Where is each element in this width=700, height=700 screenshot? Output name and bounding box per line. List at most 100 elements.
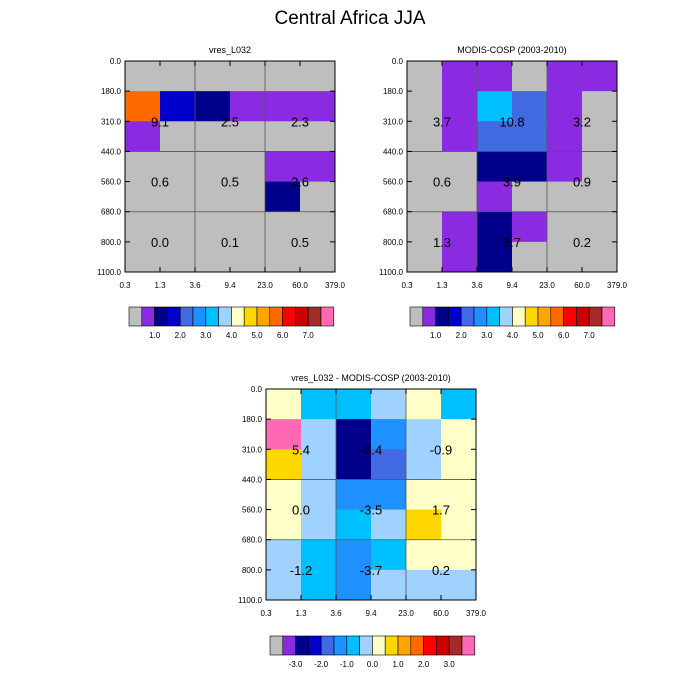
colorbar-label: -3.0	[289, 660, 303, 669]
x-tick-label: 379.0	[466, 609, 487, 618]
heatmap-cell	[266, 509, 302, 541]
colorbar-swatch	[410, 635, 424, 656]
y-tick-label: 800.0	[242, 566, 263, 575]
heatmap-cell	[406, 419, 442, 450]
heatmap-cell	[477, 211, 513, 243]
colorbar-label: 3.0	[200, 331, 212, 340]
x-tick-label: 60.0	[433, 609, 449, 618]
region-value-label: 0.1	[221, 235, 239, 250]
colorbar-swatch	[448, 635, 463, 656]
colorbar-swatch	[397, 635, 412, 656]
heatmap-cell	[407, 61, 443, 92]
colorbar-label: 4.0	[507, 331, 519, 340]
heatmap-cell	[195, 211, 231, 243]
heatmap-cell	[301, 449, 337, 480]
heatmap-cell	[371, 569, 407, 601]
y-tick-label: 440.0	[101, 147, 122, 156]
region-value-label: 10.8	[499, 114, 524, 129]
heatmap-cell	[371, 449, 407, 480]
heatmap-cell	[582, 241, 618, 273]
colorbar-label: 7.0	[584, 331, 596, 340]
heatmap-cell	[512, 121, 548, 152]
heatmap-cell	[336, 539, 372, 571]
x-tick-label: 1.3	[436, 281, 448, 290]
y-tick-label: 440.0	[383, 147, 404, 156]
panel-title: MODIS-COSP (2003-2010)	[457, 45, 566, 55]
y-tick-label: 310.0	[101, 117, 122, 126]
colorbar-swatch	[486, 306, 500, 327]
heatmap-cell	[300, 241, 336, 273]
x-tick-label: 379.0	[325, 281, 346, 290]
region-value-label: 9.1	[151, 114, 169, 129]
colorbar-label: 2.0	[175, 331, 187, 340]
heatmap-cell	[265, 61, 301, 92]
heatmap-cell	[160, 61, 196, 92]
heatmap-cell	[582, 181, 618, 213]
heatmap-cell	[582, 151, 618, 182]
colorbar-swatch	[231, 306, 245, 327]
colorbar-swatch	[167, 306, 181, 327]
region-value-label: 0.0	[151, 235, 169, 250]
heatmap-cell	[406, 449, 442, 480]
colorbar-swatch	[460, 306, 475, 327]
heatmap-cell	[477, 121, 513, 152]
heatmap-cell	[547, 181, 583, 213]
y-tick-label: 680.0	[101, 208, 122, 217]
heatmap-cell	[442, 181, 478, 213]
region-value-label: 3.7	[433, 114, 451, 129]
heatmap-cell	[582, 211, 618, 243]
heatmap-cell	[406, 509, 442, 541]
heatmap-cell	[582, 91, 618, 122]
y-tick-label: 560.0	[383, 178, 404, 187]
heatmap-cell	[336, 479, 372, 510]
heatmap-cell	[195, 61, 231, 92]
heatmap-cell	[230, 181, 266, 213]
colorbar-label: -2.0	[314, 660, 328, 669]
x-tick-label: 9.4	[506, 281, 518, 290]
heatmap-cell	[265, 151, 301, 182]
y-tick-label: 560.0	[242, 506, 263, 515]
heatmap-cell	[477, 241, 513, 273]
heatmap-cell	[371, 509, 407, 541]
heatmap-cell	[407, 181, 443, 213]
heatmap-cell	[195, 181, 231, 213]
colorbar-swatch	[448, 306, 462, 327]
heatmap-cell	[160, 211, 196, 243]
colorbar-swatch	[576, 306, 590, 327]
colorbar-label: 2.0	[418, 660, 430, 669]
heatmap-cell	[195, 151, 231, 182]
heatmap-cell	[441, 479, 477, 510]
region-value-label: -3.5	[360, 503, 382, 518]
heatmap-cell	[512, 91, 548, 122]
y-tick-label: 180.0	[101, 87, 122, 96]
heatmap-cell	[582, 121, 618, 152]
heatmap-cell	[265, 91, 301, 122]
y-tick-label: 0.0	[392, 57, 404, 66]
heatmap-cell	[125, 121, 161, 152]
y-tick-label: 1100.0	[238, 596, 262, 605]
colorbar-swatch	[359, 635, 373, 656]
heatmap-cell	[125, 91, 161, 122]
heatmap-cell	[266, 569, 302, 601]
x-tick-label: 3.6	[189, 281, 201, 290]
heatmap-cell	[301, 509, 337, 541]
colorbar-swatch	[141, 306, 155, 327]
heatmap-cell	[441, 419, 477, 450]
region-value-label: 2.3	[291, 114, 309, 129]
heatmap-cell	[477, 181, 513, 213]
colorbar-swatch	[295, 635, 309, 656]
heatmap-cell	[512, 211, 548, 243]
heatmap-cell	[336, 419, 372, 450]
colorbar-swatch	[128, 306, 143, 327]
heatmap-cell	[300, 121, 336, 152]
x-tick-label: 0.3	[260, 609, 272, 618]
heatmap-cell	[371, 389, 407, 420]
region-value-label: 1.3	[433, 235, 451, 250]
colorbar-label: 3.0	[444, 660, 456, 669]
colorbar-swatch	[372, 635, 386, 656]
region-value-label: 5.4	[292, 442, 310, 457]
heatmap-cell	[125, 241, 161, 273]
colorbar-label: 1.0	[149, 331, 161, 340]
region-value-label: 3.2	[573, 114, 591, 129]
panel-modis-cosp: MODIS-COSP (2003-2010) 3.7 10.8 3.2 0.6 3.9 0.…	[379, 45, 627, 340]
